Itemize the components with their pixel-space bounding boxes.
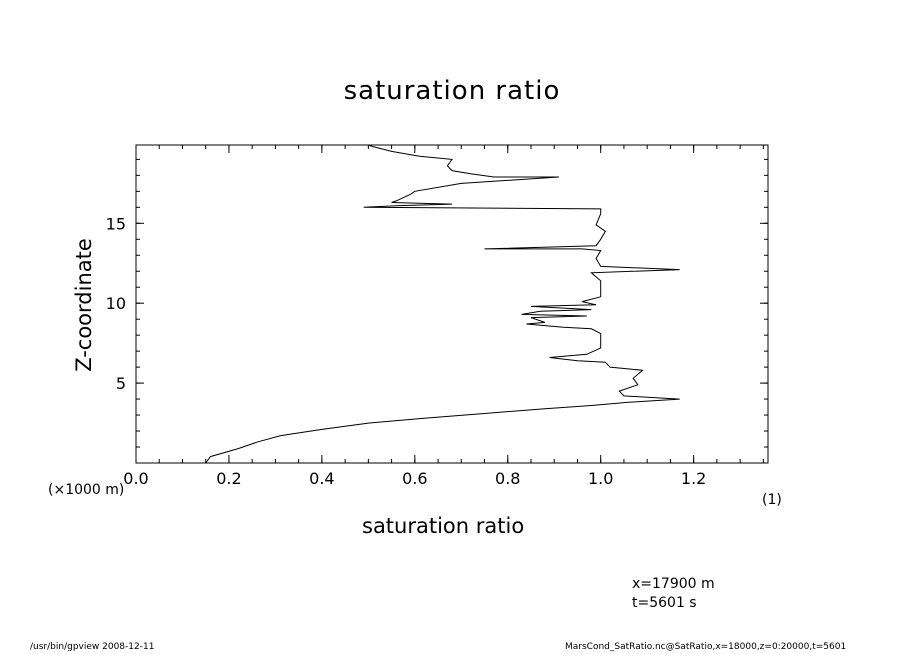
y-tick-label: 10: [106, 294, 126, 313]
annotation-t: t=5601 s: [632, 595, 697, 611]
y-tick-label: 15: [106, 214, 126, 233]
plot-frame: [135, 144, 769, 464]
x-axis-label: saturation ratio: [362, 514, 525, 538]
annotation-x: x=17900 m: [632, 576, 715, 592]
saturation-profile-line: [205, 144, 680, 464]
footer-right: MarsCond_SatRatio.nc@SatRatio,x=18000,z=…: [565, 642, 847, 652]
x-tick-label: 0.0: [123, 469, 148, 488]
x-tick-label: 0.8: [495, 469, 520, 488]
y-tick-label: 5: [116, 374, 126, 393]
x-tick-label: 1.0: [588, 469, 613, 488]
x-unit-label: (1): [762, 492, 782, 508]
tick-group: [135, 145, 768, 463]
y-unit-label: (×1000 m): [48, 482, 125, 498]
x-tick-label: 0.6: [402, 469, 427, 488]
tick-label-group: 0.0 0.2 0.4 0.6 0.8 1.0 1.2 5 10 15: [106, 214, 707, 488]
x-tick-label: 1.2: [681, 469, 706, 488]
y-axis-label: Z-coordinate: [72, 238, 96, 372]
x-tick-label: 0.2: [216, 469, 241, 488]
footer-left: /usr/bin/gpview 2008-12-11: [30, 642, 155, 652]
x-tick-label: 0.4: [309, 469, 334, 488]
chart-title: saturation ratio: [343, 76, 561, 106]
